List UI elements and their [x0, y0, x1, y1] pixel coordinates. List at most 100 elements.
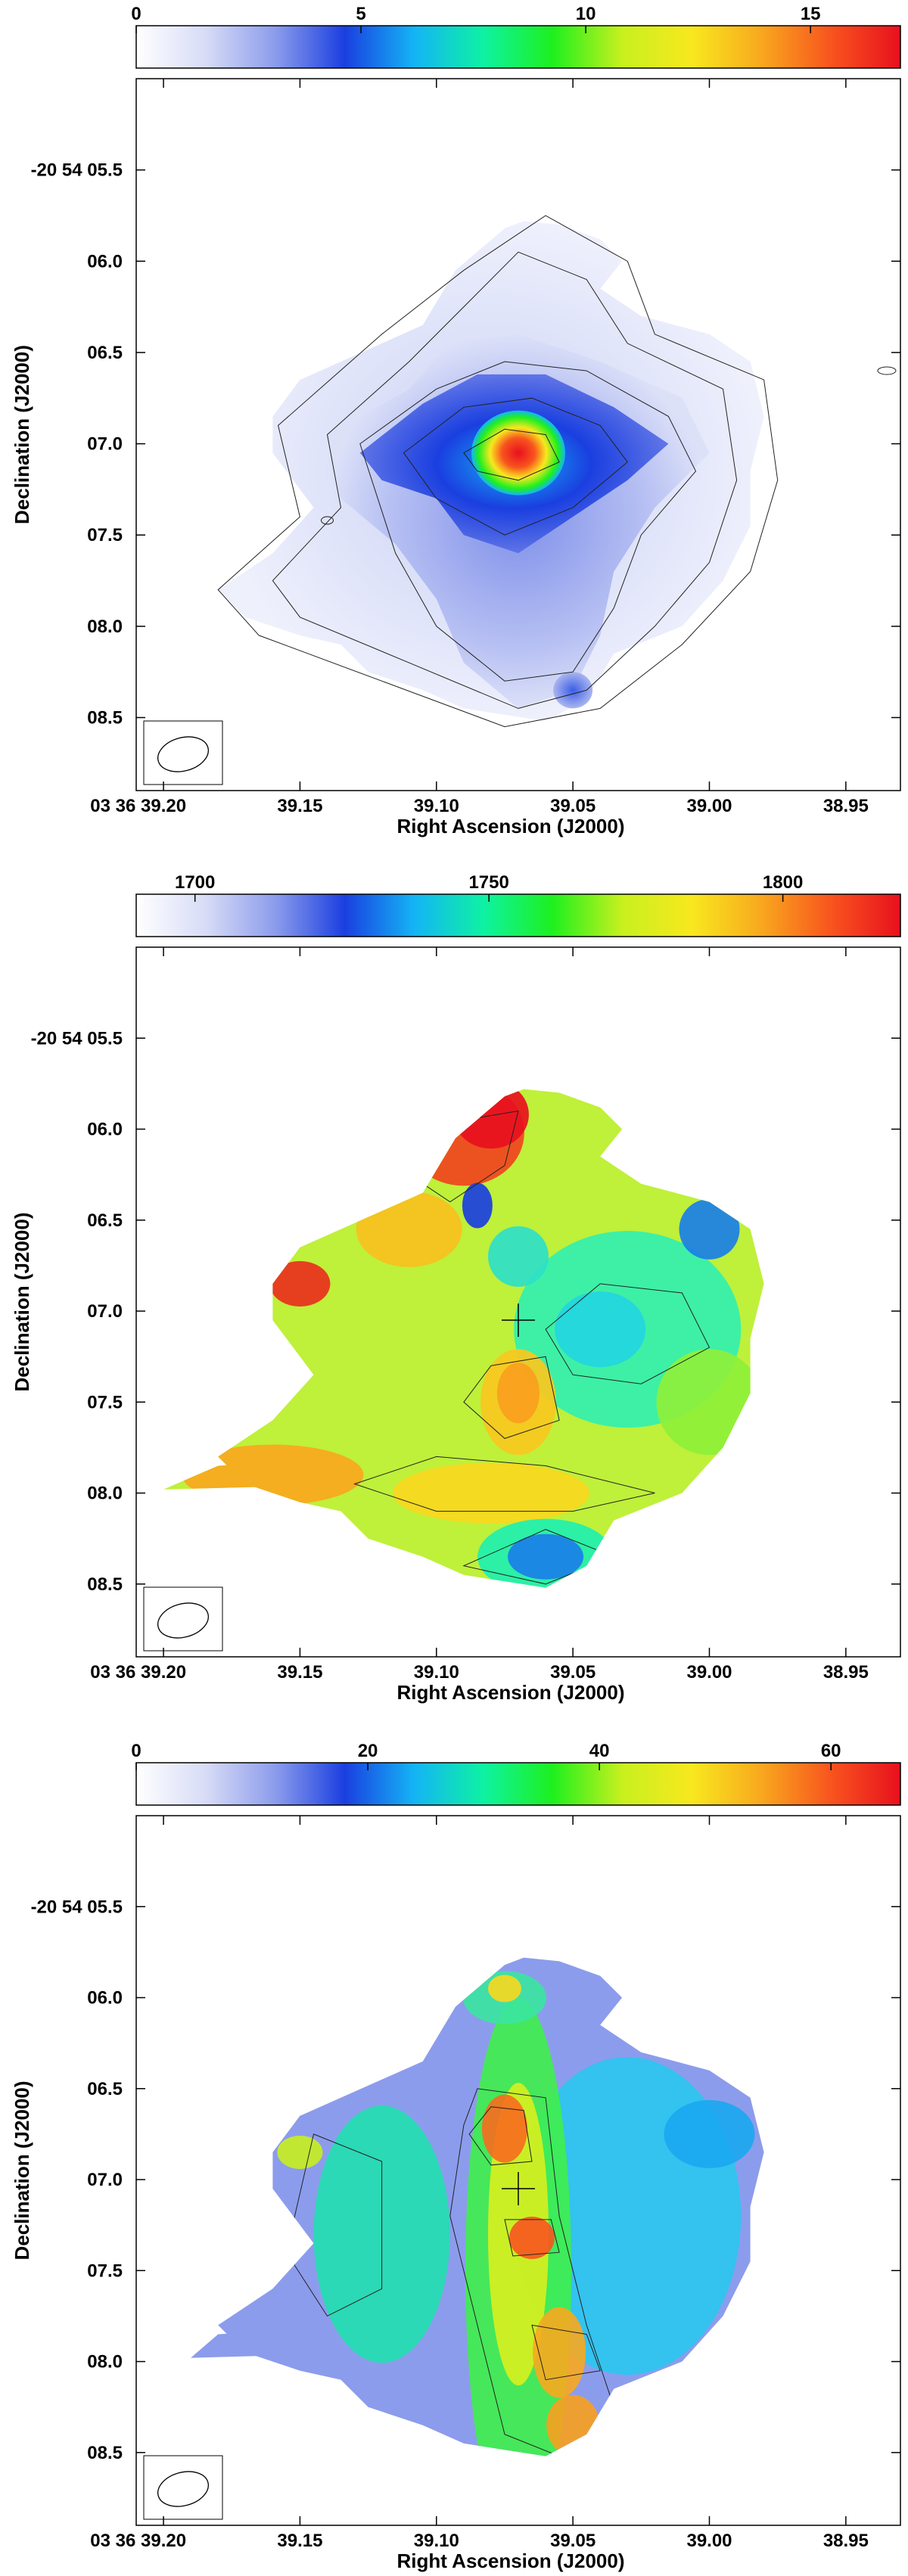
contour-line	[353, 1456, 655, 1512]
y-tick-label: 08.0	[87, 1484, 123, 1504]
colorbar-tick-label: 60	[821, 1741, 841, 1761]
y-tick-label: 06.0	[87, 1120, 123, 1140]
x-tick-label: 38.95	[823, 796, 869, 816]
beam-box	[143, 1586, 223, 1652]
colorbar: 1700 1750 1800	[135, 872, 901, 937]
velocity-field	[163, 1089, 764, 1588]
colorbar-tick-label: 15	[801, 4, 821, 24]
y-tick-label: 08.5	[87, 1574, 123, 1595]
y-tick-label: 06.0	[87, 1988, 123, 2009]
contour-line	[468, 2106, 533, 2166]
dispersion-patch	[487, 1975, 521, 2003]
colorbar: 0 20 40 60	[131, 1741, 901, 1806]
dispersion-patch	[533, 2307, 586, 2398]
x-tick-label: 39.15	[277, 796, 322, 816]
y-tick-label: 06.5	[87, 1210, 123, 1231]
x-tick-label: 39.10	[414, 2531, 459, 2551]
peak-blob	[471, 410, 565, 496]
contour-line	[403, 397, 628, 536]
y-axis-title: Declination (J2000)	[11, 1213, 33, 1392]
x-tick-label: 39.10	[414, 796, 459, 816]
x-tick-label: 39.00	[686, 1662, 732, 1683]
velocity-patch	[392, 1462, 589, 1524]
contour-line	[463, 1356, 560, 1439]
contour-line	[321, 516, 334, 525]
contour-line	[463, 428, 560, 481]
contour-line	[531, 2324, 601, 2381]
x-tick-label: 39.15	[277, 1662, 322, 1683]
y-tick-label: 07.0	[87, 434, 123, 455]
beam-box	[143, 720, 223, 785]
axes: 03 36 39.20 39.15 39.10 39.05 39.00 38.95 -20 …	[11, 1815, 901, 2572]
y-tick-label: 08.0	[87, 2352, 123, 2372]
x-tick-label: 39.00	[686, 796, 732, 816]
y-tick-label: 06.0	[87, 251, 123, 272]
velocity-patch	[488, 1226, 549, 1287]
velocity-patch	[462, 1182, 493, 1229]
axes: 03 36 39.20 39.15 39.10 39.05 39.00 38.95 -20 …	[11, 78, 901, 837]
contour-line	[449, 2088, 614, 2456]
beam-ellipse	[157, 1602, 209, 1639]
x-tick-label: 39.05	[550, 2531, 595, 2551]
velocity-patch	[656, 1349, 763, 1456]
y-tick-label: 08.0	[87, 617, 123, 637]
colorbar-gradient-bar	[135, 1762, 901, 1806]
velocity-patch	[497, 1363, 540, 1424]
colorbar-gradient-bar	[135, 893, 901, 937]
y-tick-label: 06.5	[87, 343, 123, 363]
velocity-patch	[182, 1444, 364, 1506]
velocity-map	[163, 1089, 764, 1588]
colorbar-tick-label: 1750	[468, 872, 508, 893]
colorbar-tick-label: 0	[131, 4, 141, 24]
x-tick-label: 39.10	[414, 1662, 459, 1683]
velocity-patch	[555, 1291, 646, 1368]
beam-ellipse	[157, 736, 209, 772]
colorbar-tick-label: 20	[358, 1741, 378, 1761]
y-tick-label: -20 54 05.5	[31, 1028, 123, 1049]
y-axis-title: Declination (J2000)	[11, 2081, 33, 2261]
plot-frame	[135, 78, 901, 791]
colorbar-tick-label: 0	[131, 1741, 141, 1761]
dispersion-patch	[277, 2135, 323, 2169]
x-tick-label: 38.95	[823, 1662, 869, 1683]
velocity-patch	[508, 1533, 584, 1580]
contour-line	[545, 1283, 711, 1384]
dispersion-patch	[481, 2094, 527, 2163]
y-axis-title: Declination (J2000)	[11, 345, 33, 524]
intensity-map	[217, 215, 897, 728]
beam-ellipse	[157, 2471, 209, 2507]
beam-box	[143, 2455, 223, 2520]
contour-line	[217, 215, 779, 728]
y-tick-label: -20 54 05.5	[31, 160, 123, 181]
x-axis-title: Right Ascension (J2000)	[396, 815, 624, 837]
axes: 03 36 39.20 39.15 39.10 39.05 39.00 38.95 -20 …	[11, 946, 901, 1704]
x-tick-label: 03 36 39.20	[90, 1662, 186, 1683]
y-tick-label: 06.5	[87, 2079, 123, 2099]
contour-line	[359, 361, 697, 682]
x-tick-label: 38.95	[823, 2531, 869, 2551]
x-tick-label: 39.05	[550, 796, 595, 816]
y-tick-label: 07.0	[87, 1301, 123, 1322]
x-tick-label: 03 36 39.20	[90, 2531, 186, 2551]
dispersion-patch	[546, 2394, 600, 2456]
x-tick-label: 39.15	[277, 2531, 322, 2551]
y-tick-label: 07.5	[87, 1392, 123, 1412]
colorbar-tick-label: 5	[356, 4, 365, 24]
plot-frame	[135, 1815, 901, 2526]
colorbar: 0 5 10 15	[131, 4, 901, 69]
velocity-patch	[356, 1191, 462, 1267]
x-tick-label: 39.05	[550, 1662, 595, 1683]
dispersion-patch	[509, 2216, 555, 2259]
dispersion-patch	[664, 2099, 755, 2168]
colorbar-tick-label: 1700	[175, 872, 215, 893]
x-tick-label: 39.00	[686, 2531, 732, 2551]
y-tick-label: 07.5	[87, 2261, 123, 2281]
y-tick-label: 08.5	[87, 2443, 123, 2463]
secondary-peak-blob	[553, 672, 593, 709]
x-tick-label: 03 36 39.20	[90, 796, 186, 816]
colorbar-tick-label: 1800	[763, 872, 803, 893]
contour-line	[504, 2219, 560, 2257]
contour-line	[272, 251, 738, 709]
